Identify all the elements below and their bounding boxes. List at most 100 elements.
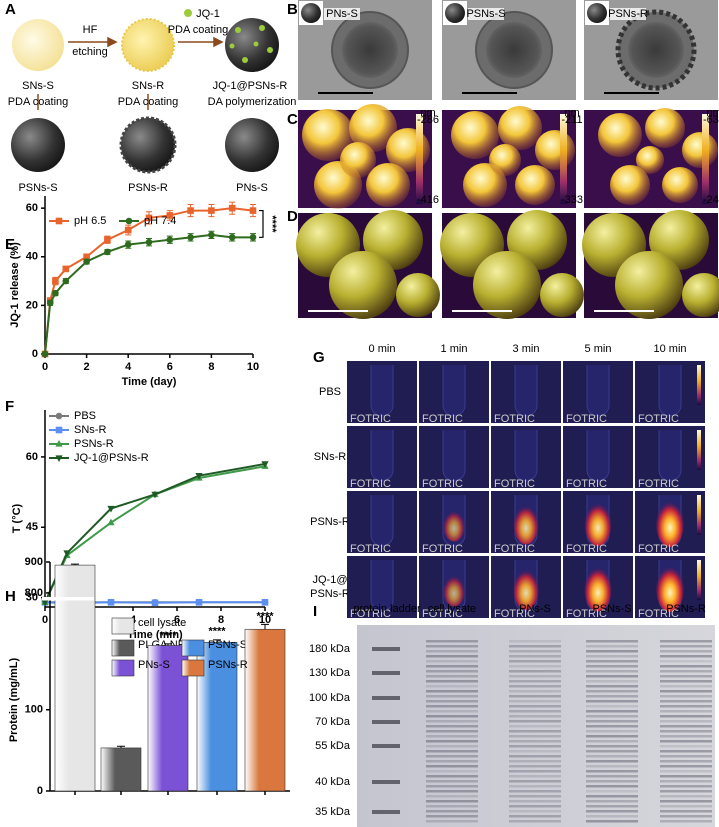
protein-band: [426, 640, 478, 643]
tem-label: PNs-S: [326, 8, 358, 20]
protein-band: [586, 755, 638, 758]
tube: [370, 430, 394, 482]
colorbar-max: -211: [561, 114, 582, 126]
afm-3d-grain: [682, 273, 719, 317]
afm-3d-grain: [473, 251, 541, 319]
protein-band: [426, 760, 478, 763]
protein-band: [660, 650, 712, 653]
protein-band: [660, 765, 712, 768]
watermark: FOTRIC: [566, 608, 607, 620]
particle-label: JQ-1@PSNs-R: [213, 80, 288, 92]
protein-band: [586, 805, 638, 808]
protein-band: [426, 765, 478, 768]
protein-band: [586, 740, 638, 743]
colorbar-unit: nm: [706, 107, 719, 119]
dot: [267, 47, 273, 53]
protein-band: [660, 675, 712, 678]
watermark: FOTRIC: [494, 413, 535, 425]
protein-band: [586, 670, 638, 673]
marker: [107, 505, 115, 513]
protein-band: [586, 700, 638, 703]
tem-label: PSNs-R: [608, 8, 648, 20]
heat-glow: [584, 564, 612, 612]
protein-band: [660, 645, 712, 648]
marker-label: 35 kDa: [315, 806, 351, 818]
marker: [55, 217, 63, 225]
protein-band: [509, 730, 561, 733]
protein-band: [586, 785, 638, 788]
marker: [145, 238, 153, 246]
watermark: FOTRIC: [638, 413, 679, 425]
watermark: FOTRIC: [494, 478, 535, 490]
marker: [228, 234, 236, 241]
step-label: PDA coating: [118, 96, 179, 108]
x-tick-label: 0: [42, 614, 48, 626]
ladder-band: [372, 780, 400, 784]
row-label: PSNs-R: [310, 588, 350, 600]
panel-label: H: [5, 588, 16, 605]
marker: [55, 455, 63, 462]
bar: [54, 564, 96, 792]
protein-band: [660, 735, 712, 738]
watermark: FOTRIC: [350, 478, 391, 490]
afm-3d-grain: [540, 273, 584, 317]
watermark: FOTRIC: [422, 413, 463, 425]
particle-pns-s: [225, 118, 279, 172]
marker: [41, 599, 49, 607]
protein-band: [586, 720, 638, 723]
row-label: PBS: [319, 386, 341, 398]
panel-label: F: [5, 398, 14, 415]
heat-glow: [656, 499, 684, 547]
protein-band: [660, 690, 712, 693]
afm-grain: [645, 108, 685, 148]
particle-label: PSNs-S: [18, 182, 57, 194]
protein-band: [660, 670, 712, 673]
protein-band: [586, 695, 638, 698]
marker-label: 55 kDa: [315, 740, 351, 752]
error-bar: [164, 643, 172, 646]
protein-band: [426, 715, 478, 718]
legend-label: pH 6.5: [74, 215, 106, 227]
marker: [151, 491, 159, 499]
lane-label: PSNs-R: [666, 603, 706, 615]
watermark: FOTRIC: [350, 413, 391, 425]
x-tick-label: 6: [167, 361, 173, 373]
protein-band: [509, 815, 561, 818]
protein-band: [586, 745, 638, 748]
legend-swatch: [111, 639, 135, 657]
protein-band: [660, 815, 712, 818]
thermal-colorbar: [697, 495, 701, 535]
y-tick-label: 30: [26, 592, 38, 604]
marker-label: 100 kDa: [309, 692, 351, 704]
protein-band: [586, 780, 638, 783]
significance-bracket: [259, 209, 264, 238]
legend-label: PNs-S: [138, 659, 170, 671]
x-tick-label: 10: [247, 361, 259, 373]
watermark: FOTRIC: [566, 478, 607, 490]
protein-band: [586, 815, 638, 818]
bar: [196, 641, 238, 792]
dot: [235, 27, 241, 33]
protein-band: [426, 805, 478, 808]
panel-label: B: [287, 1, 298, 18]
colorbar: [416, 114, 423, 204]
tem-inset-particle: [587, 3, 607, 23]
marker: [63, 550, 71, 558]
x-tick-label: 10: [259, 614, 271, 626]
afm-grain: [366, 163, 410, 207]
y-tick-label: 45: [26, 521, 38, 533]
protein-band: [586, 660, 638, 663]
axis-break: [42, 597, 94, 601]
protein-band: [426, 705, 478, 708]
dot: [259, 25, 265, 31]
protein-band: [586, 645, 638, 648]
particle-sns-s: [12, 19, 64, 71]
marker: [249, 207, 257, 214]
x-axis-title: Time (min): [127, 629, 183, 641]
y-tick-label: 40: [26, 251, 38, 263]
error-bar: [71, 563, 79, 566]
legend-swatch: [181, 659, 205, 677]
gel-image: [357, 625, 715, 827]
afm-grain: [515, 165, 555, 205]
